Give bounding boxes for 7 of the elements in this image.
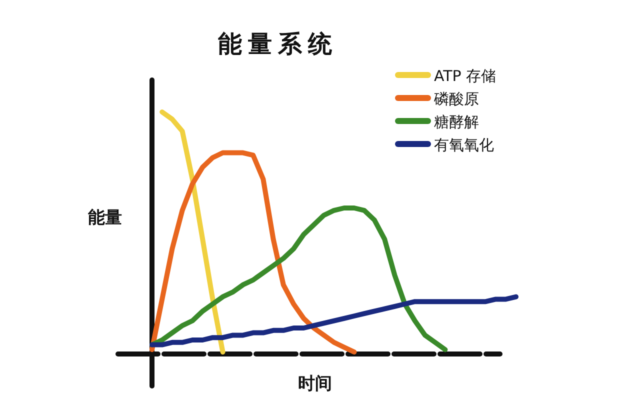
chart-title: 能量系统 (218, 30, 338, 58)
y-axis-title: 能量 (88, 208, 122, 228)
x-axis-title: 时间 (298, 374, 332, 394)
legend-label: 有氧氧化 (434, 136, 494, 154)
legend-label: 糖酵解 (434, 113, 479, 131)
legend-label: 磷酸原 (433, 90, 479, 108)
legend-label: ATP 存储 (434, 67, 496, 85)
